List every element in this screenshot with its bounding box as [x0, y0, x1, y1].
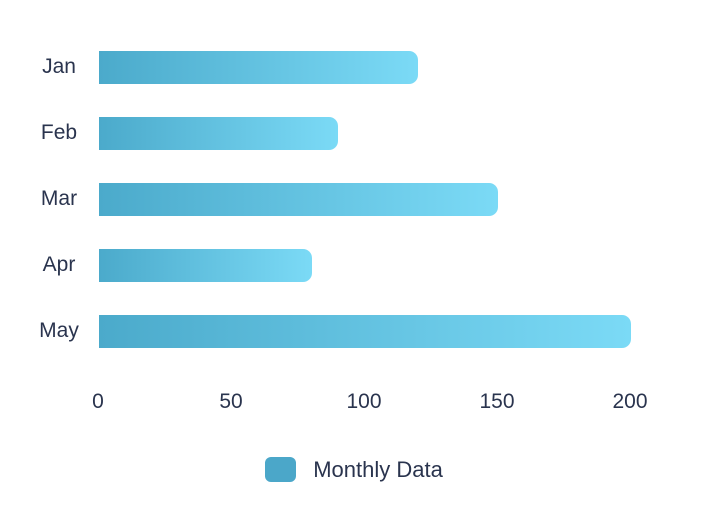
- x-tick-150: 150: [479, 390, 515, 413]
- category-label-apr: Apr: [42, 253, 76, 276]
- legend-swatch: [265, 457, 297, 482]
- x-tick-50: 50: [219, 390, 243, 413]
- bar-jan[interactable]: [99, 51, 418, 84]
- x-tick-0: 0: [92, 390, 104, 413]
- legend-label: Monthly Data: [313, 457, 443, 482]
- x-tick-200: 200: [612, 390, 648, 413]
- bar-feb[interactable]: [99, 117, 338, 150]
- legend-item-monthly-data[interactable]: Monthly Data: [0, 457, 708, 482]
- category-label-mar: Mar: [40, 187, 78, 210]
- bar-may[interactable]: [99, 315, 631, 348]
- x-tick-100: 100: [346, 390, 382, 413]
- bar-apr[interactable]: [99, 249, 312, 282]
- category-label-may: May: [39, 319, 79, 342]
- category-label-feb: Feb: [40, 121, 78, 144]
- category-label-jan: Jan: [42, 55, 76, 78]
- bar-mar[interactable]: [99, 183, 498, 216]
